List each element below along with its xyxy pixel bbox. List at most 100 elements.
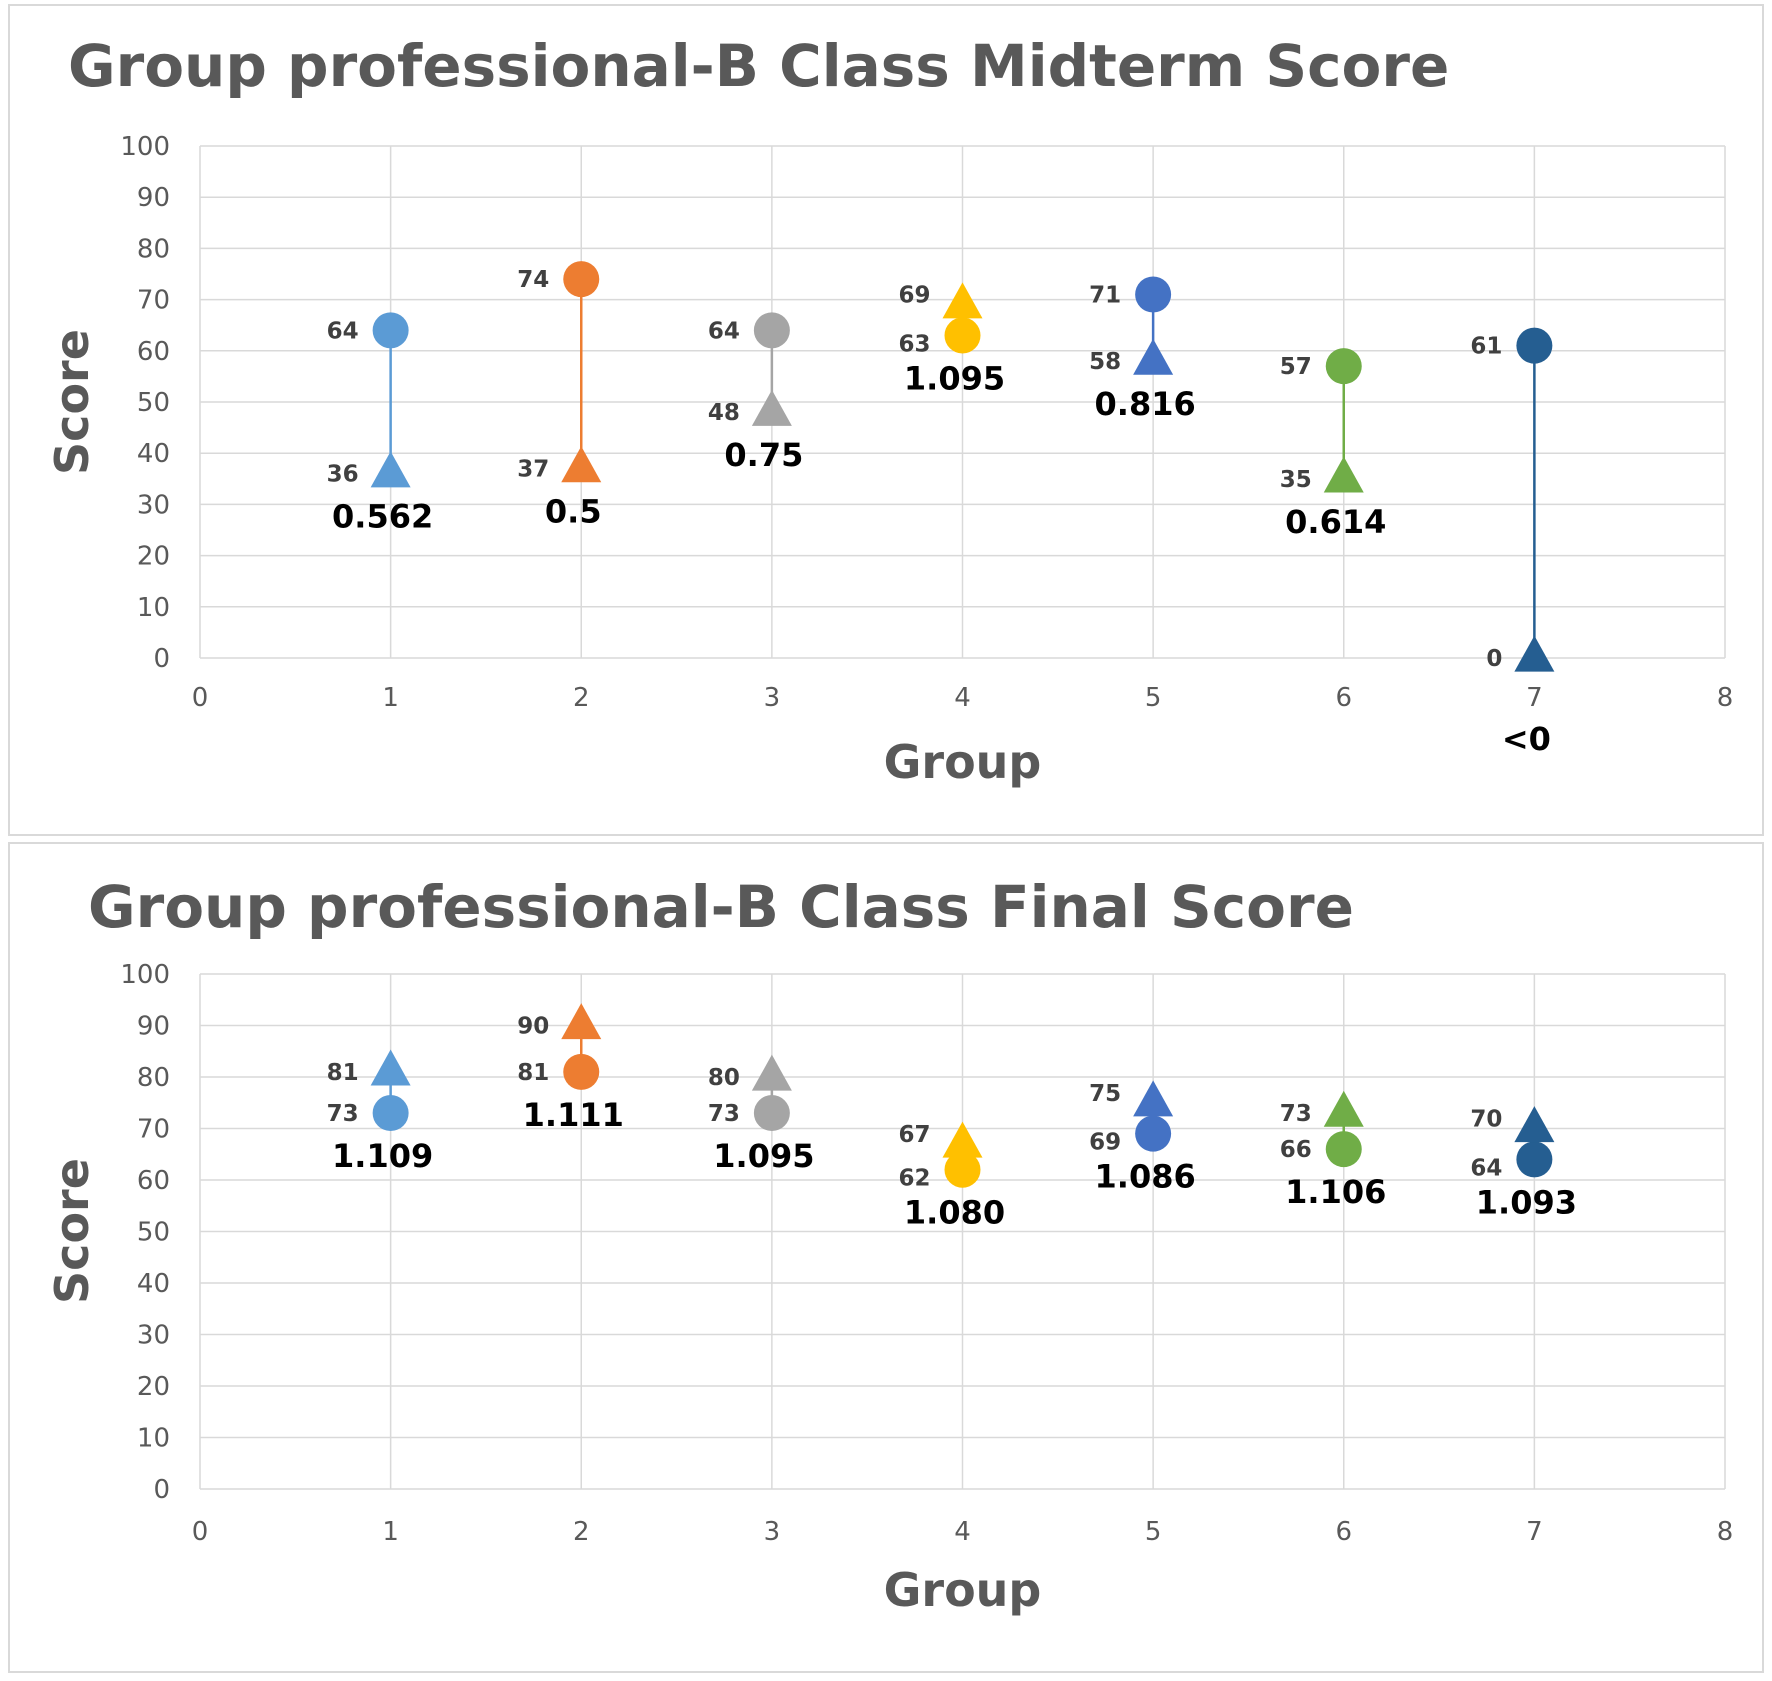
y-axis-title: Score [45,329,99,475]
x-tick-label: 2 [573,1517,590,1547]
y-tick-label: 50 [137,1218,170,1248]
y-tick-label: 80 [137,1063,170,1093]
triangle-value-label-group-1: 36 [327,462,359,488]
circle-marker-group-1 [372,1095,409,1132]
ratio-label-group-3: 1.095 [713,1137,814,1175]
triangle-value-label-group-5: 58 [1089,349,1121,375]
circle-value-label-group-4: 62 [898,1166,930,1192]
y-tick-label: 10 [137,1424,170,1454]
triangle-value-label-group-4: 67 [898,1122,930,1148]
y-tick-label: 0 [153,1475,170,1505]
triangle-value-label-group-4: 69 [898,283,930,309]
triangle-marker-group-5 [1133,338,1174,375]
circle-value-label-group-6: 57 [1280,354,1312,380]
triangle-marker-group-6 [1323,456,1364,493]
circle-marker-group-1 [372,312,409,349]
x-tick-label: 6 [1335,1517,1352,1547]
circle-marker-group-6 [1325,1131,1362,1168]
circle-value-label-group-3: 73 [708,1101,740,1127]
circle-marker-group-4 [944,317,981,354]
circle-marker-group-4 [944,1151,981,1188]
triangle-value-label-group-3: 48 [708,400,740,426]
triangle-marker-group-1 [370,1049,411,1086]
ratio-label-group-6: 0.614 [1285,503,1386,541]
circle-marker-group-2 [563,1053,600,1090]
ratio-label-group-3: 0.75 [724,436,803,474]
circle-value-label-group-3: 64 [708,318,740,344]
triangle-value-label-group-5: 75 [1089,1081,1121,1107]
ratio-label-group-4: 1.080 [904,1194,1005,1232]
ratio-label-group-1: 0.562 [332,498,433,536]
triangle-value-label-group-3: 80 [708,1065,740,1091]
circle-value-label-group-2: 74 [517,267,549,293]
chart-title: Group professional-B Class Midterm Score [68,32,1449,100]
x-tick-label: 6 [1335,683,1352,713]
triangle-marker-group-5 [1133,1080,1174,1117]
ratio-label-group-2: 1.111 [523,1096,624,1134]
triangle-marker-group-4 [942,1121,983,1158]
triangle-value-label-group-6: 73 [1280,1101,1312,1127]
triangle-marker-group-3 [751,1054,792,1091]
x-tick-label: 0 [192,1517,209,1547]
y-tick-label: 100 [120,960,170,990]
triangle-value-label-group-7: 0 [1486,646,1502,672]
y-tick-label: 20 [137,1372,170,1402]
circle-value-label-group-5: 69 [1089,1130,1121,1156]
midterm-chart-panel: Group professional-B Class Midterm Score… [8,4,1764,836]
circle-marker-group-6 [1325,348,1362,385]
x-tick-label: 5 [1145,1517,1162,1547]
circle-marker-group-3 [753,1095,790,1132]
x-axis-title: Group [884,735,1042,789]
triangle-marker-group-2 [561,1003,602,1040]
x-tick-label: 8 [1717,683,1734,713]
triangle-value-label-group-7: 70 [1470,1107,1502,1133]
circle-value-label-group-7: 64 [1470,1155,1502,1181]
x-tick-label: 1 [382,683,399,713]
circle-value-label-group-2: 81 [517,1060,549,1086]
triangle-marker-group-7 [1514,635,1555,672]
triangle-marker-group-4 [942,282,983,319]
x-tick-label: 3 [764,1517,781,1547]
y-tick-label: 80 [137,234,170,264]
triangle-marker-group-1 [370,451,411,488]
x-tick-label: 1 [382,1517,399,1547]
circle-marker-group-3 [753,312,790,349]
y-tick-label: 40 [137,439,170,469]
x-tick-label: 0 [192,683,209,713]
ratio-label-group-7: 1.093 [1476,1183,1577,1221]
triangle-value-label-group-1: 81 [327,1060,359,1086]
ratio-label-group-7: <0 [1502,720,1551,758]
circle-marker-group-5 [1135,1115,1172,1152]
triangle-value-label-group-2: 90 [517,1014,549,1040]
final-chart-panel: Group professional-B Class Final Score 0 1… [8,842,1764,1673]
ratio-label-group-2: 0.5 [545,493,602,531]
x-tick-label: 7 [1526,1517,1543,1547]
x-tick-label: 8 [1717,1517,1734,1547]
y-tick-label: 50 [137,388,170,418]
y-tick-label: 90 [137,183,170,213]
y-tick-label: 70 [137,1115,170,1145]
circle-value-label-group-1: 73 [327,1101,359,1127]
y-tick-label: 30 [137,1321,170,1351]
final-chart: Group professional-B Class Final Score 0 1… [45,873,1734,1617]
y-axis-title: Score [45,1158,99,1304]
x-tick-label: 5 [1145,683,1162,713]
circle-value-label-group-6: 66 [1280,1137,1312,1163]
circle-value-label-group-1: 64 [327,318,359,344]
triangle-marker-group-6 [1323,1090,1364,1127]
y-tick-label: 90 [137,1012,170,1042]
y-tick-label: 20 [137,542,170,572]
circle-marker-group-7 [1516,1141,1553,1178]
y-tick-label: 10 [137,593,170,623]
ratio-label-group-5: 0.816 [1095,385,1196,423]
triangle-marker-group-3 [751,389,792,426]
chart-title: Group professional-B Class Final Score [88,873,1354,941]
triangle-marker-group-7 [1514,1106,1555,1143]
x-tick-label: 4 [954,683,971,713]
x-tick-label: 3 [764,683,781,713]
y-tick-label: 30 [137,490,170,520]
triangle-value-label-group-2: 37 [517,457,549,483]
y-tick-label: 40 [137,1269,170,1299]
x-tick-label: 4 [954,1517,971,1547]
circle-marker-group-7 [1516,327,1553,364]
